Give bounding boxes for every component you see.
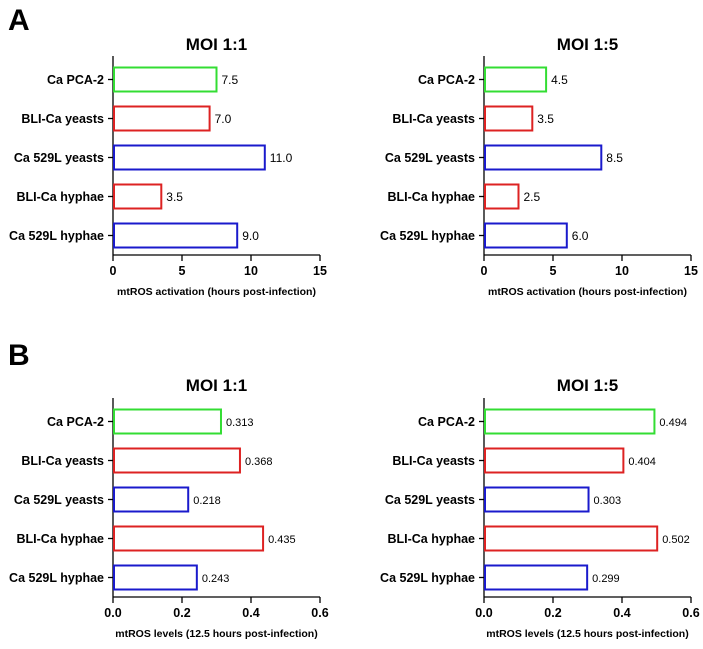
chart-title: MOI 1:5: [557, 35, 618, 54]
chart-3: MOI 1:1 Ca PCA-2 0.313 BLI-Ca yeasts 0.368 Ca…: [9, 376, 329, 640]
data-label: 0.303: [594, 495, 622, 507]
x-axis-label: mtROS levels (12.5 hours post-infection): [115, 628, 317, 640]
category-label: Ca 529L hyphae: [380, 229, 475, 243]
data-label: 0.243: [202, 573, 230, 585]
bar: [113, 447, 241, 474]
x-tick-label: 10: [615, 264, 629, 278]
x-tick-label: 15: [313, 264, 327, 278]
data-label: 7.0: [215, 112, 232, 126]
category-label: Ca PCA-2: [47, 415, 104, 429]
x-tick-label: 0: [110, 264, 117, 278]
data-label: 9.0: [242, 229, 259, 243]
category-label: Ca PCA-2: [418, 73, 475, 87]
data-label: 0.299: [592, 573, 620, 585]
category-label: BLI-Ca hyphae: [16, 190, 104, 204]
x-tick-label: 0.2: [544, 606, 561, 620]
charts-group: MOI 1:1 Ca PCA-2 7.5 BLI-Ca yeasts 7.0 Ca 529…: [9, 35, 700, 640]
data-label: 2.5: [524, 190, 541, 204]
x-axis-label: mtROS activation (hours post-infection): [117, 286, 316, 298]
panel-letter-a: A: [8, 4, 30, 37]
bar: [484, 144, 603, 171]
x-tick-label: 0.2: [173, 606, 190, 620]
category-label: Ca 529L hyphae: [380, 571, 475, 585]
chart-title: MOI 1:1: [186, 35, 247, 54]
bar: [484, 105, 534, 132]
data-label: 0.435: [268, 534, 296, 546]
data-label: 3.5: [537, 112, 554, 126]
bar: [113, 144, 266, 171]
category-label: Ca 529L yeasts: [385, 493, 475, 507]
category-label: Ca PCA-2: [47, 73, 104, 87]
category-label: BLI-Ca hyphae: [387, 532, 475, 546]
x-tick-label: 0.4: [242, 606, 259, 620]
x-tick-label: 0.6: [311, 606, 328, 620]
data-label: 8.5: [606, 151, 623, 165]
category-label: Ca 529L yeasts: [14, 493, 104, 507]
bar: [113, 183, 163, 210]
category-label: BLI-Ca yeasts: [21, 454, 104, 468]
bar: [113, 66, 218, 93]
category-label: Ca PCA-2: [418, 415, 475, 429]
category-label: Ca 529L hyphae: [9, 571, 104, 585]
data-label: 0.502: [662, 534, 690, 546]
bar: [113, 408, 222, 435]
bar: [484, 408, 656, 435]
x-axis-label: mtROS activation (hours post-infection): [488, 286, 687, 298]
bar: [113, 525, 265, 552]
x-tick-label: 0.4: [613, 606, 630, 620]
bar: [484, 525, 659, 552]
category-label: BLI-Ca yeasts: [21, 112, 104, 126]
data-label: 0.494: [659, 417, 687, 429]
bar: [113, 564, 198, 591]
chart-2: MOI 1:5 Ca PCA-2 4.5 BLI-Ca yeasts 3.5 Ca 529…: [380, 35, 698, 298]
category-label: BLI-Ca hyphae: [16, 532, 104, 546]
data-label: 6.0: [572, 229, 589, 243]
chart-4: MOI 1:5 Ca PCA-2 0.494 BLI-Ca yeasts 0.404 Ca…: [380, 376, 700, 640]
category-label: BLI-Ca yeasts: [392, 112, 475, 126]
category-label: BLI-Ca yeasts: [392, 454, 475, 468]
bar: [113, 486, 190, 513]
data-label: 0.368: [245, 456, 273, 468]
x-tick-label: 15: [684, 264, 698, 278]
bar: [484, 564, 589, 591]
category-label: Ca 529L hyphae: [9, 229, 104, 243]
data-label: 0.218: [193, 495, 221, 507]
chart-1: MOI 1:1 Ca PCA-2 7.5 BLI-Ca yeasts 7.0 Ca 529…: [9, 35, 327, 298]
x-tick-label: 5: [179, 264, 186, 278]
panel-letter-b: B: [8, 339, 30, 372]
x-tick-label: 0: [481, 264, 488, 278]
x-axis-label: mtROS levels (12.5 hours post-infection): [486, 628, 688, 640]
data-label: 7.5: [222, 73, 239, 87]
chart-title: MOI 1:5: [557, 376, 618, 395]
bar: [484, 447, 625, 474]
data-label: 0.404: [628, 456, 656, 468]
x-tick-label: 0.0: [104, 606, 121, 620]
bar: [484, 66, 548, 93]
category-label: Ca 529L yeasts: [14, 151, 104, 165]
chart-title: MOI 1:1: [186, 376, 247, 395]
bar: [113, 105, 211, 132]
data-label: 4.5: [551, 73, 568, 87]
bar: [484, 222, 568, 249]
category-label: BLI-Ca hyphae: [387, 190, 475, 204]
x-tick-label: 5: [550, 264, 557, 278]
x-tick-label: 0.6: [682, 606, 699, 620]
bar: [484, 183, 520, 210]
x-tick-label: 10: [244, 264, 258, 278]
data-label: 3.5: [166, 190, 183, 204]
bar: [113, 222, 239, 249]
data-label: 11.0: [270, 151, 293, 165]
category-label: Ca 529L yeasts: [385, 151, 475, 165]
x-tick-label: 0.0: [475, 606, 492, 620]
bar: [484, 486, 590, 513]
data-label: 0.313: [226, 417, 254, 429]
